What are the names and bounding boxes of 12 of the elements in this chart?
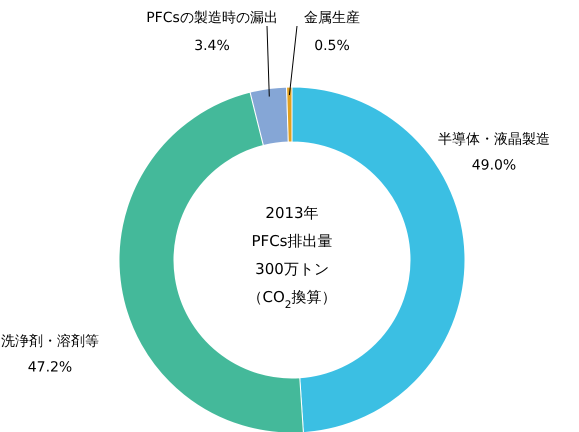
text: 2013年 xyxy=(265,204,319,222)
slice-label: 金属生産 xyxy=(304,10,360,26)
data-label: 0.5% xyxy=(314,38,350,54)
slice-label: 洗浄剤・溶剤等 xyxy=(1,334,99,350)
data-label: 49.0% xyxy=(472,157,516,174)
text: PFCs排出量 xyxy=(252,232,332,250)
slice-label: PFCsの製造時の漏出 xyxy=(146,10,278,26)
data-label: 3.4% xyxy=(194,38,230,54)
text: 300万トン xyxy=(255,260,329,278)
slice-label: 半導体・液晶製造 xyxy=(438,131,550,148)
text: （CO$_{2}$換算） xyxy=(248,288,336,311)
data-label: 47.2% xyxy=(28,360,72,376)
